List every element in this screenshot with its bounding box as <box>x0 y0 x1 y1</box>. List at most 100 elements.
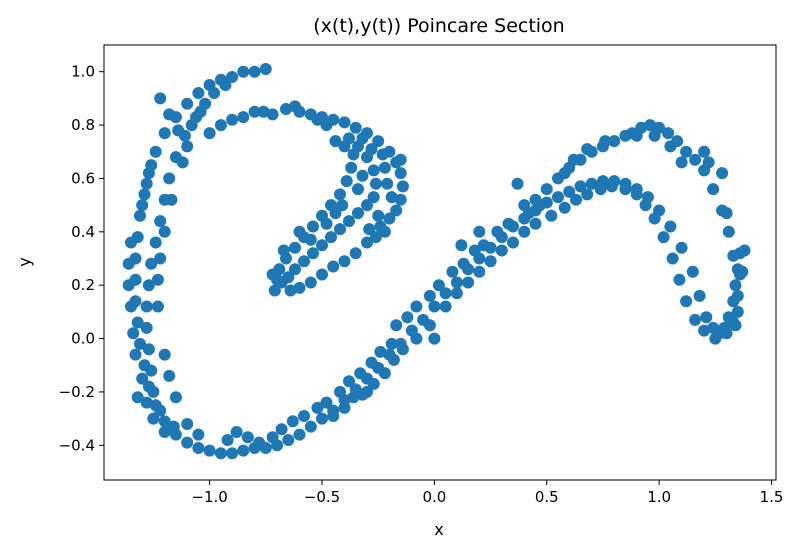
data-point <box>720 327 733 340</box>
data-point <box>304 420 317 433</box>
axes-frame <box>103 44 777 481</box>
data-point <box>394 153 407 166</box>
x-tick-label: 1.0 <box>647 488 671 506</box>
data-point <box>338 116 351 129</box>
data-point <box>145 257 158 270</box>
x-tick-label: 0.0 <box>422 488 446 506</box>
data-point <box>361 199 373 212</box>
data-point <box>316 412 328 425</box>
data-point <box>169 391 182 404</box>
data-point <box>136 199 149 212</box>
data-point <box>158 225 171 238</box>
data-point <box>248 65 261 78</box>
data-point <box>390 319 403 332</box>
data-point <box>293 281 306 294</box>
data-point <box>378 161 391 174</box>
data-point <box>329 207 342 220</box>
data-point <box>369 177 382 190</box>
data-point <box>507 236 519 249</box>
data-point <box>664 220 677 233</box>
data-point <box>619 183 632 196</box>
data-point <box>349 121 362 134</box>
data-point <box>361 236 373 249</box>
x-tick-label: −0.5 <box>304 488 340 506</box>
data-point <box>439 287 452 300</box>
data-point <box>237 65 250 78</box>
data-point <box>729 319 742 332</box>
data-point <box>138 188 151 201</box>
data-point <box>316 268 328 281</box>
data-point <box>367 377 380 390</box>
data-point <box>594 183 607 196</box>
data-point <box>423 289 436 302</box>
data-point <box>163 369 176 382</box>
data-point <box>680 145 693 158</box>
data-point <box>720 207 733 220</box>
x-tick-label: 1.5 <box>760 488 784 506</box>
data-point <box>311 113 324 126</box>
data-point <box>340 175 353 188</box>
data-point <box>226 447 239 460</box>
data-point <box>356 169 369 182</box>
data-point <box>140 396 153 409</box>
data-point <box>630 129 643 142</box>
data-point <box>338 401 351 414</box>
data-point <box>347 148 360 161</box>
data-point <box>529 217 542 230</box>
data-point <box>154 252 167 265</box>
data-point <box>455 239 468 252</box>
data-point <box>192 442 205 454</box>
data-point <box>738 244 751 257</box>
data-point <box>410 300 423 313</box>
data-point <box>686 265 699 278</box>
x-tick-label: 0.5 <box>535 488 559 506</box>
data-point <box>147 385 160 398</box>
data-point <box>491 225 504 238</box>
data-point <box>518 225 531 238</box>
data-point <box>154 404 167 417</box>
data-point <box>230 426 243 438</box>
data-point <box>149 145 162 158</box>
data-point <box>185 119 198 132</box>
data-point <box>151 300 164 313</box>
data-point <box>446 265 459 278</box>
data-point <box>365 143 378 156</box>
data-point <box>657 231 670 244</box>
data-point <box>334 385 346 398</box>
data-point <box>293 428 306 441</box>
data-point <box>131 391 144 404</box>
data-point <box>581 188 594 201</box>
data-point <box>680 295 693 308</box>
data-point <box>468 244 481 257</box>
data-point <box>376 148 389 161</box>
data-point <box>154 92 167 105</box>
data-point <box>194 105 207 118</box>
data-point <box>334 188 346 201</box>
data-point <box>192 428 205 441</box>
data-point <box>428 300 441 313</box>
data-point <box>343 375 355 388</box>
data-point <box>241 431 254 444</box>
data-point <box>259 63 272 75</box>
data-point <box>673 273 686 286</box>
data-point <box>356 132 369 145</box>
data-point <box>304 233 317 246</box>
data-point <box>329 135 342 148</box>
data-point <box>203 444 216 457</box>
data-point <box>361 385 373 398</box>
data-point <box>219 79 232 91</box>
data-point <box>385 337 398 350</box>
data-point <box>320 396 333 409</box>
data-point <box>131 316 144 329</box>
x-axis-ticks: −1.0 −0.5 0.0 0.5 1.0 1.5 <box>191 480 783 506</box>
data-point <box>284 284 297 297</box>
data-point <box>163 108 176 121</box>
data-point <box>662 127 675 140</box>
data-point <box>268 284 281 297</box>
data-point <box>327 410 340 422</box>
data-point <box>570 193 582 206</box>
data-point <box>511 177 524 190</box>
y-axis-label: y <box>15 257 34 266</box>
data-point <box>345 161 358 174</box>
